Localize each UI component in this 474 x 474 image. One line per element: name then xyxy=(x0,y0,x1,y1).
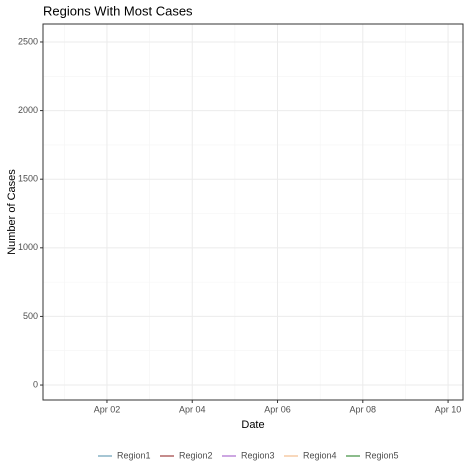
legend-label: Region2 xyxy=(179,450,213,460)
x-tick-label: Apr 04 xyxy=(179,404,206,414)
plot-border xyxy=(42,23,464,401)
x-tick-label: Apr 06 xyxy=(264,404,291,414)
y-tick-label: 2000 xyxy=(18,105,38,115)
y-tick-label: 1500 xyxy=(18,174,38,184)
x-tick-label: Apr 10 xyxy=(435,404,462,414)
y-tick-label: 2500 xyxy=(18,36,38,46)
y-tick-label: 1000 xyxy=(18,242,38,252)
y-tick-label: 0 xyxy=(33,379,38,389)
y-axis-label: Number of Cases xyxy=(6,169,18,255)
legend-label: Region1 xyxy=(117,450,151,460)
x-axis-label: Date xyxy=(241,419,264,431)
y-tick-label: 500 xyxy=(23,311,38,321)
legend-label: Region5 xyxy=(365,450,399,460)
x-tick-label: Apr 08 xyxy=(350,404,377,414)
chart-title: Regions With Most Cases xyxy=(43,3,193,18)
x-tick-label: Apr 02 xyxy=(94,404,121,414)
legend-label: Region4 xyxy=(303,450,337,460)
legend-label: Region3 xyxy=(241,450,275,460)
